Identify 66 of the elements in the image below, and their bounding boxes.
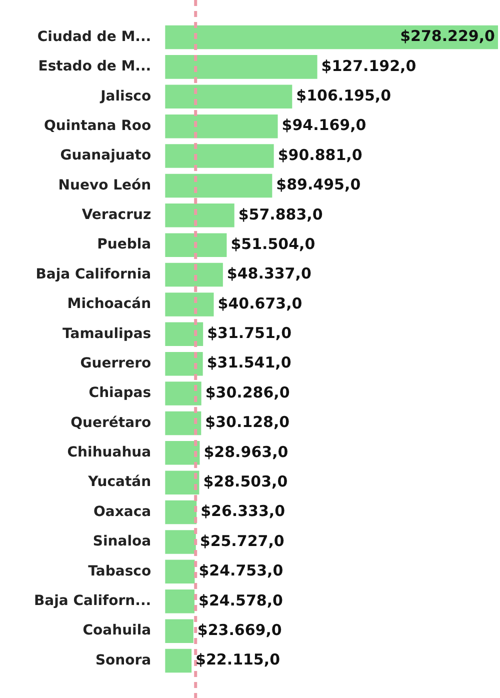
bar <box>165 648 192 673</box>
bar <box>165 25 498 50</box>
data-label: $40.673,0 <box>218 294 302 312</box>
y-tick-label: Baja California <box>36 266 152 282</box>
data-label: $31.751,0 <box>207 324 292 342</box>
bar <box>165 55 318 79</box>
bar <box>165 441 200 465</box>
y-tick-label: Chihuahua <box>67 444 152 461</box>
y-tick-label: Baja Californ... <box>34 593 152 610</box>
bar <box>165 619 194 643</box>
y-tick-label: Estado de M... <box>38 58 152 75</box>
y-tick-label: Guerrero <box>80 355 152 372</box>
bar <box>165 233 227 257</box>
bar <box>165 204 234 228</box>
bar <box>165 114 278 138</box>
y-tick-label: Chiapas <box>88 385 152 402</box>
data-label: $90.881,0 <box>278 146 362 164</box>
bar <box>165 144 274 168</box>
data-label: $24.578,0 <box>198 591 283 610</box>
y-tick-label: Jalisco <box>100 88 152 104</box>
data-label: $30.128,0 <box>205 413 290 432</box>
data-label: $51.504,0 <box>230 234 316 253</box>
bar <box>165 322 204 346</box>
y-tick-label: Michoacán <box>67 296 152 312</box>
y-tick-label: Yucatán <box>87 474 152 490</box>
bar <box>165 530 196 554</box>
y-tick-label: Nuevo León <box>58 177 152 194</box>
y-tick-label: Puebla <box>97 236 152 253</box>
data-label: $25.727,0 <box>200 532 284 550</box>
data-label: $278.229,0 <box>400 27 495 46</box>
bar <box>165 382 202 406</box>
data-label: $23.669,0 <box>197 620 282 639</box>
data-label: $22.115,0 <box>196 650 280 669</box>
bar <box>165 589 194 614</box>
y-tick-label: Querétaro <box>70 414 152 431</box>
bar <box>165 411 202 436</box>
y-tick-label: Oaxaca <box>94 504 152 520</box>
y-tick-label: Coahuila <box>82 622 152 639</box>
data-label: $28.963,0 <box>204 442 288 461</box>
data-label: $30.286,0 <box>205 383 290 402</box>
bar <box>165 352 203 376</box>
y-tick-label: Tamaulipas <box>62 326 152 342</box>
y-tick-label: Sonora <box>95 652 152 668</box>
data-label: $106.195,0 <box>296 86 392 105</box>
bar <box>165 560 195 584</box>
bar <box>165 262 223 287</box>
y-tick-label: Quintana Roo <box>44 118 152 134</box>
y-tick-label: Ciudad de M... <box>37 28 152 45</box>
data-label: $57.883,0 <box>238 205 323 224</box>
y-tick-label: Veracruz <box>82 207 152 224</box>
y-tick-label: Tabasco <box>88 563 152 580</box>
y-tick-label: Guanajuato <box>60 148 152 164</box>
data-label: $31.541,0 <box>206 354 292 372</box>
data-label: $127.192,0 <box>321 56 416 75</box>
y-tick-label: Sinaloa <box>92 534 152 550</box>
data-label: $26.333,0 <box>200 502 286 520</box>
data-label: $24.753,0 <box>198 562 284 580</box>
data-label: $89.495,0 <box>276 176 361 194</box>
bar <box>165 470 200 494</box>
bar <box>165 500 197 524</box>
data-label: $94.169,0 <box>282 116 366 134</box>
bar <box>165 84 292 109</box>
data-label: $48.337,0 <box>226 264 312 283</box>
data-label: $28.503,0 <box>203 472 288 490</box>
bar <box>165 292 214 316</box>
bar <box>165 174 272 198</box>
